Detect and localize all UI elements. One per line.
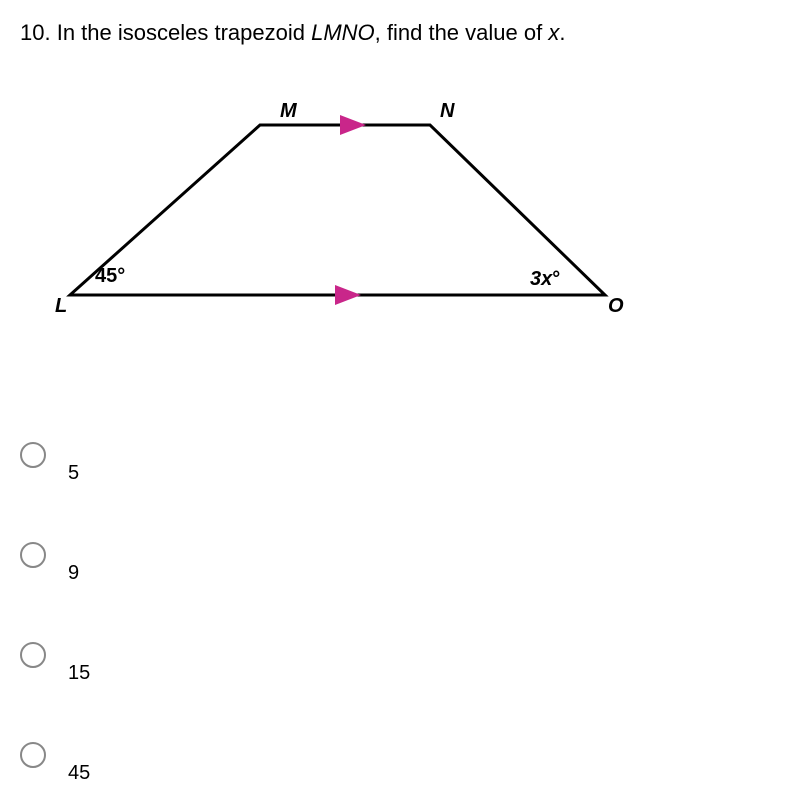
answer-options: 5 9 15 45 bbox=[20, 405, 90, 805]
angle-o-deg: ° bbox=[552, 268, 560, 290]
parallel-arrow-top-icon bbox=[340, 115, 366, 135]
trapezoid-name: LMNO bbox=[311, 20, 375, 45]
option-label: 15 bbox=[68, 662, 90, 685]
vertex-label-m: M bbox=[280, 100, 297, 123]
answer-option[interactable]: 9 bbox=[20, 505, 90, 605]
question-number: 10. bbox=[20, 20, 51, 45]
question-variable: x bbox=[548, 20, 559, 45]
question-text: 10. In the isosceles trapezoid LMNO, fin… bbox=[20, 20, 565, 46]
angle-o-coeff: 3x bbox=[530, 268, 552, 290]
answer-option[interactable]: 45 bbox=[20, 705, 90, 805]
vertex-label-l: L bbox=[55, 295, 67, 318]
radio-icon[interactable] bbox=[20, 442, 46, 468]
question-suffix: . bbox=[559, 20, 565, 45]
trapezoid-figure: M N L O 45° 3x° bbox=[50, 100, 600, 320]
question-mid: , find the value of bbox=[375, 20, 549, 45]
radio-icon[interactable] bbox=[20, 642, 46, 668]
vertex-label-o: O bbox=[608, 295, 624, 318]
trapezoid-polygon bbox=[70, 125, 605, 295]
answer-option[interactable]: 15 bbox=[20, 605, 90, 705]
option-label: 9 bbox=[68, 562, 79, 585]
radio-icon[interactable] bbox=[20, 742, 46, 768]
question-prefix: In the isosceles trapezoid bbox=[57, 20, 311, 45]
option-label: 5 bbox=[68, 462, 79, 485]
vertex-label-n: N bbox=[440, 100, 454, 123]
parallel-arrow-bottom-icon bbox=[335, 285, 361, 305]
answer-option[interactable]: 5 bbox=[20, 405, 90, 505]
angle-o-label: 3x° bbox=[530, 268, 560, 291]
angle-l-label: 45° bbox=[95, 265, 125, 288]
option-label: 45 bbox=[68, 762, 90, 785]
radio-icon[interactable] bbox=[20, 542, 46, 568]
